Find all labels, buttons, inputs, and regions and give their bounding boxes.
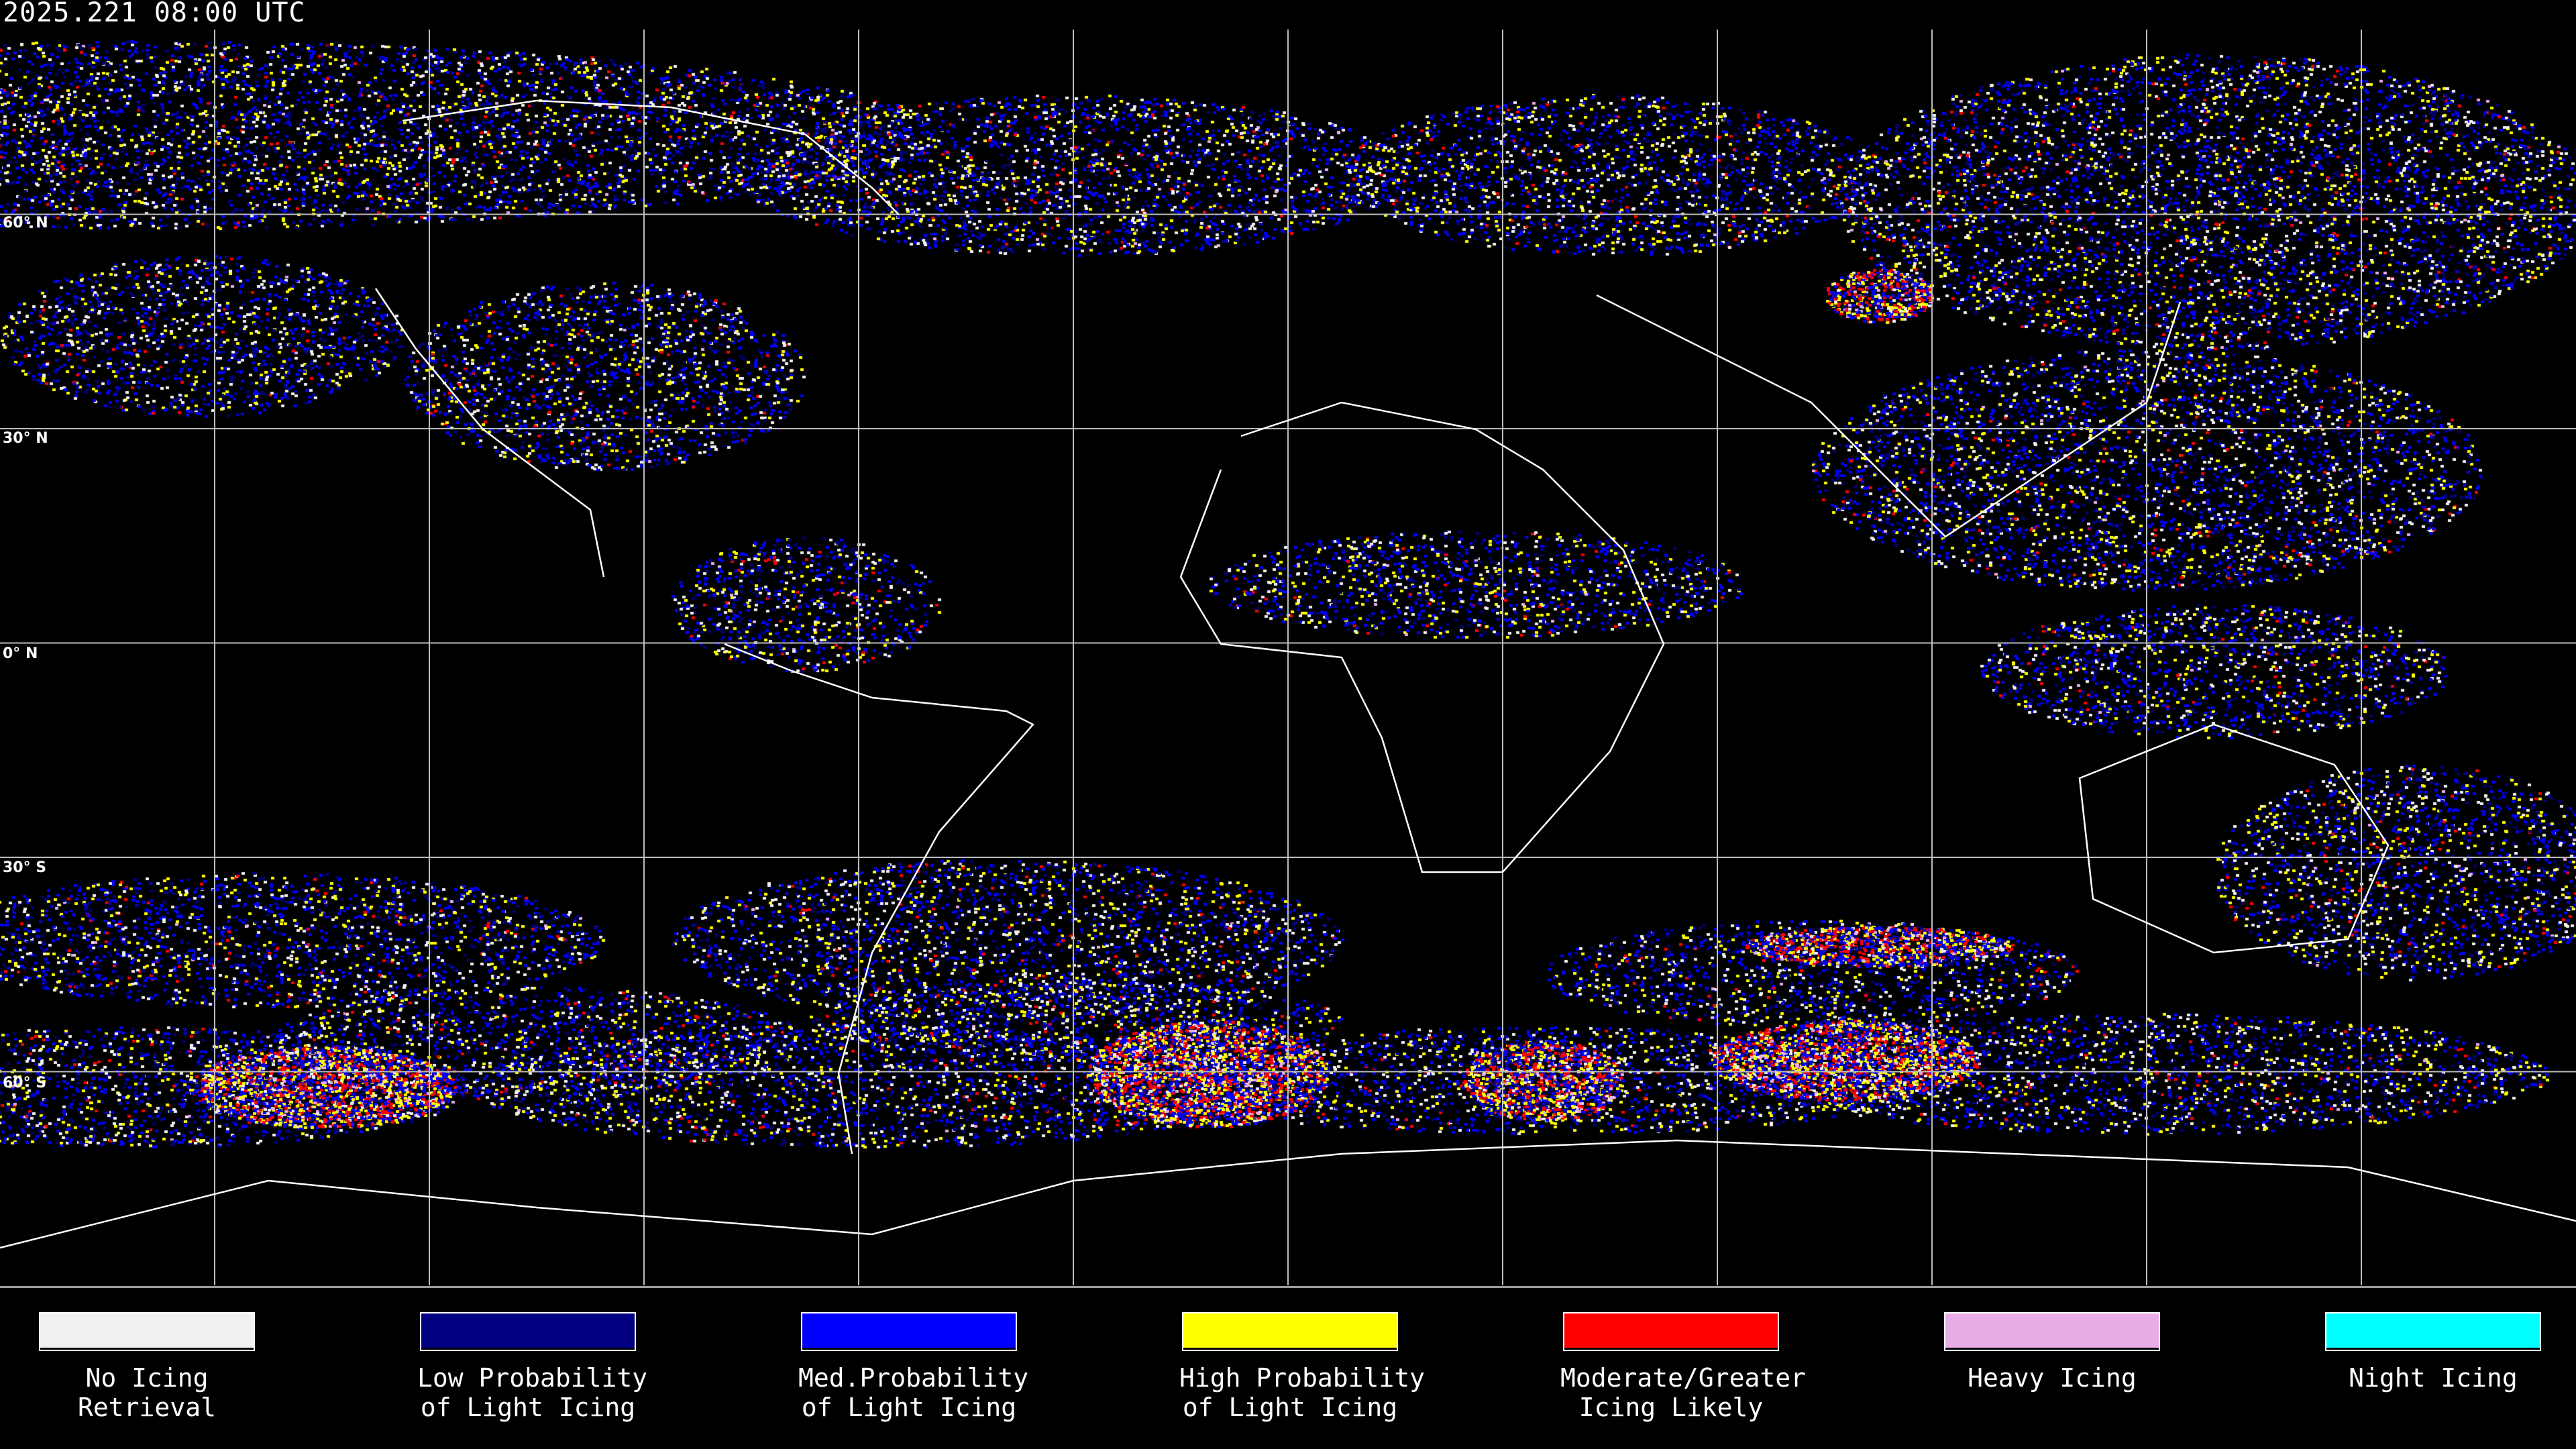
coastline <box>724 643 1035 1155</box>
legend-swatch <box>2325 1312 2541 1351</box>
legend-item-low-probability: Low Probability of Light Icing <box>417 1312 648 1422</box>
legend-swatch <box>1563 1312 1779 1351</box>
coastline <box>1596 294 2182 538</box>
coastline <box>0 1139 2576 1249</box>
legend-label: High Probability of Light Icing <box>1179 1363 1426 1422</box>
legend-label: Heavy Icing <box>1968 1363 2137 1393</box>
coastline <box>402 99 900 215</box>
lat-label-30s: 30° S <box>3 859 47 876</box>
lat-label-30n: 30° N <box>3 430 48 447</box>
legend-label: Med.Probability of Light Icing <box>798 1363 1029 1422</box>
legend-label: No Icing Retrieval <box>78 1363 216 1422</box>
legend-swatch <box>1182 1312 1398 1351</box>
legend-label: Low Probability of Light Icing <box>417 1363 648 1422</box>
coastline <box>1179 401 1665 873</box>
lat-label-60s: 60° S <box>3 1075 47 1091</box>
legend-label: Moderate/Greater Icing Likely <box>1560 1363 1807 1422</box>
lat-label-60n: 60° N <box>3 215 48 231</box>
lat-label-0n: 0° N <box>3 645 38 662</box>
legend-swatch <box>420 1312 636 1351</box>
legend-swatch <box>801 1312 1017 1351</box>
legend-item-no-icing: No Icing Retrieval <box>36 1312 258 1422</box>
icing-map: 2025.221 08:00 UTC 60° N 30° N 0° N 30° … <box>0 0 2576 1288</box>
legend-item-night-icing: Night Icing <box>2322 1312 2544 1393</box>
timestamp-title: 2025.221 08:00 UTC <box>3 0 306 28</box>
lat-lon-grid <box>0 30 2576 1285</box>
legend-swatch <box>39 1312 255 1351</box>
legend-label: Night Icing <box>2349 1363 2518 1393</box>
coastline <box>2078 723 2390 954</box>
legend-item-med-probability: Med.Probability of Light Icing <box>798 1312 1029 1422</box>
legend-swatch <box>1944 1312 2160 1351</box>
coastline <box>374 288 605 578</box>
legend-item-moderate-greater: Moderate/Greater Icing Likely <box>1560 1312 1807 1422</box>
legend-item-high-probability: High Probability of Light Icing <box>1179 1312 1426 1422</box>
legend-item-heavy-icing: Heavy Icing <box>1941 1312 2163 1393</box>
